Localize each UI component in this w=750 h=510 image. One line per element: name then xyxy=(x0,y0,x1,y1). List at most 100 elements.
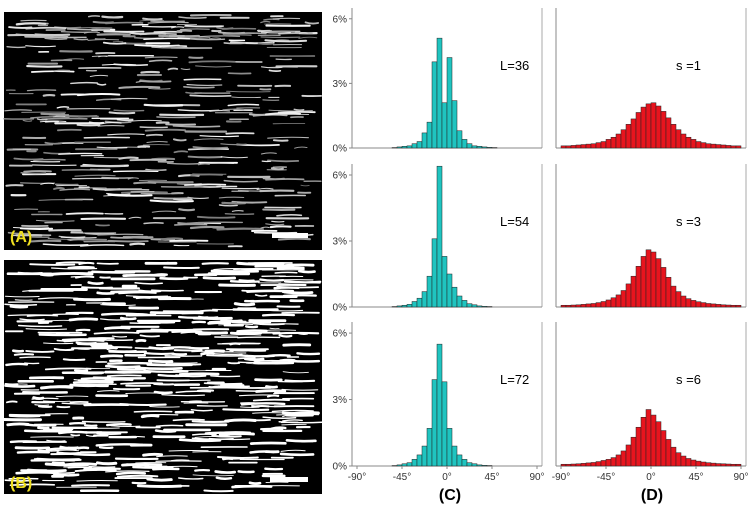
fiber-strand xyxy=(93,331,140,335)
fiber-strand xyxy=(264,112,302,116)
fiber-strand xyxy=(147,359,174,363)
histogram-bar xyxy=(396,305,403,308)
histogram-bar xyxy=(695,301,702,308)
y-tick-label: 3% xyxy=(333,79,348,90)
fiber-strand xyxy=(222,108,245,111)
fiber-strand xyxy=(103,326,131,330)
fiber-strand xyxy=(44,367,92,371)
histogram-bar xyxy=(481,306,488,308)
fiber-strand xyxy=(162,45,188,48)
fiber-strand xyxy=(231,484,273,489)
fiber-strand xyxy=(223,179,258,183)
fiber-strand xyxy=(34,404,50,406)
histogram-bar xyxy=(466,462,473,467)
fiber-strand xyxy=(203,489,234,493)
histogram-bar xyxy=(705,303,712,308)
fiber-strand xyxy=(8,414,41,418)
histogram-bar xyxy=(715,304,722,308)
histogram-bar xyxy=(461,459,468,467)
fiber-strand xyxy=(138,320,176,324)
fiber-strand xyxy=(207,321,232,325)
fiber-strand xyxy=(153,390,173,395)
fiber-strand xyxy=(172,138,187,142)
fiber-strand xyxy=(183,85,215,89)
fiber-strand xyxy=(143,352,175,355)
fiber-strand xyxy=(36,118,48,121)
fiber-strand xyxy=(238,279,255,282)
fiber-strand xyxy=(85,434,99,437)
fiber-strand xyxy=(281,411,320,415)
histogram-bar xyxy=(710,303,717,308)
histogram-bar xyxy=(710,143,717,149)
fiber-strand xyxy=(172,418,205,422)
histogram-bar xyxy=(456,130,463,149)
scale-bar-b xyxy=(270,477,308,482)
fiber-strand xyxy=(4,295,40,298)
fiber-strand xyxy=(52,115,66,118)
histogram-bar xyxy=(426,275,433,308)
fiber-strand xyxy=(267,136,309,139)
fiber-strand xyxy=(283,280,322,284)
fiber-strand xyxy=(128,119,162,122)
fiber-strand xyxy=(153,382,175,386)
fiber-strand xyxy=(149,199,194,203)
fiber-strand xyxy=(209,37,221,40)
image-label-a: (A) xyxy=(10,229,32,246)
fiber-strand xyxy=(97,125,125,127)
histogram-bar xyxy=(446,57,453,149)
fiber-strand xyxy=(31,164,77,166)
fiber-strand xyxy=(221,187,260,190)
fiber-strand xyxy=(96,83,107,86)
panel-annotation: L=36 xyxy=(500,58,529,73)
micrograph-b: (B) xyxy=(2,260,323,494)
fiber-strand xyxy=(106,374,142,377)
fiber-strand xyxy=(65,212,104,215)
fiber-strand xyxy=(146,141,168,143)
fiber-strand xyxy=(151,210,177,213)
histogram-bar xyxy=(441,256,448,308)
fiber-strand xyxy=(25,328,68,331)
histogram-bar xyxy=(396,146,403,149)
fiber-strand xyxy=(69,383,101,388)
x-tick-label: -90° xyxy=(552,472,570,483)
histogram-c3: 0% 3% 6% -90° -45° 0° 45° 90° L=72 xyxy=(333,322,545,483)
fiber-strand xyxy=(76,480,118,482)
fiber-strand xyxy=(188,60,236,64)
fiber-strand xyxy=(96,146,128,149)
fiber-strand xyxy=(100,354,124,358)
fiber-strand xyxy=(25,349,55,353)
fiber-strand xyxy=(233,302,256,307)
histogram-bar xyxy=(655,105,662,149)
fiber-strand xyxy=(252,412,283,414)
fiber-strand xyxy=(98,446,114,449)
histogram-bar xyxy=(476,146,483,149)
panel-annotation: s =1 xyxy=(676,58,701,73)
histogram-bar xyxy=(660,267,667,308)
histogram-bar xyxy=(680,295,687,308)
histogram-bar xyxy=(680,133,687,149)
fiber-strand xyxy=(189,225,225,230)
histogram-bar xyxy=(406,304,413,308)
histogram-bar xyxy=(436,343,443,467)
fiber-strand xyxy=(139,334,160,338)
fiber-strand xyxy=(119,316,137,321)
fiber-strand xyxy=(204,349,225,353)
fiber-strand xyxy=(102,345,114,349)
x-tick-label: 45° xyxy=(484,472,499,483)
fiber-strand xyxy=(220,334,262,336)
fiber-strand xyxy=(116,119,134,122)
histogram-grid: 0% 3% 6% L=36 0% 3% 6% L=54 0% 3% 6% -90° -45° 0° 45° 9… xyxy=(333,8,749,483)
fiber-strand xyxy=(128,216,142,220)
histogram-bar xyxy=(680,455,687,467)
fiber-strand xyxy=(62,358,86,361)
fiber-strand xyxy=(139,33,177,36)
histogram-bar xyxy=(411,301,418,308)
fiber-strand xyxy=(187,147,230,151)
fiber-strand xyxy=(60,236,97,239)
histogram-bar xyxy=(456,454,463,467)
fiber-strand xyxy=(229,280,260,283)
histogram-bar xyxy=(715,144,722,149)
histogram-d2: s =3 xyxy=(555,164,747,308)
fiber-strand xyxy=(160,237,184,241)
x-tick-label: 90° xyxy=(529,472,544,483)
